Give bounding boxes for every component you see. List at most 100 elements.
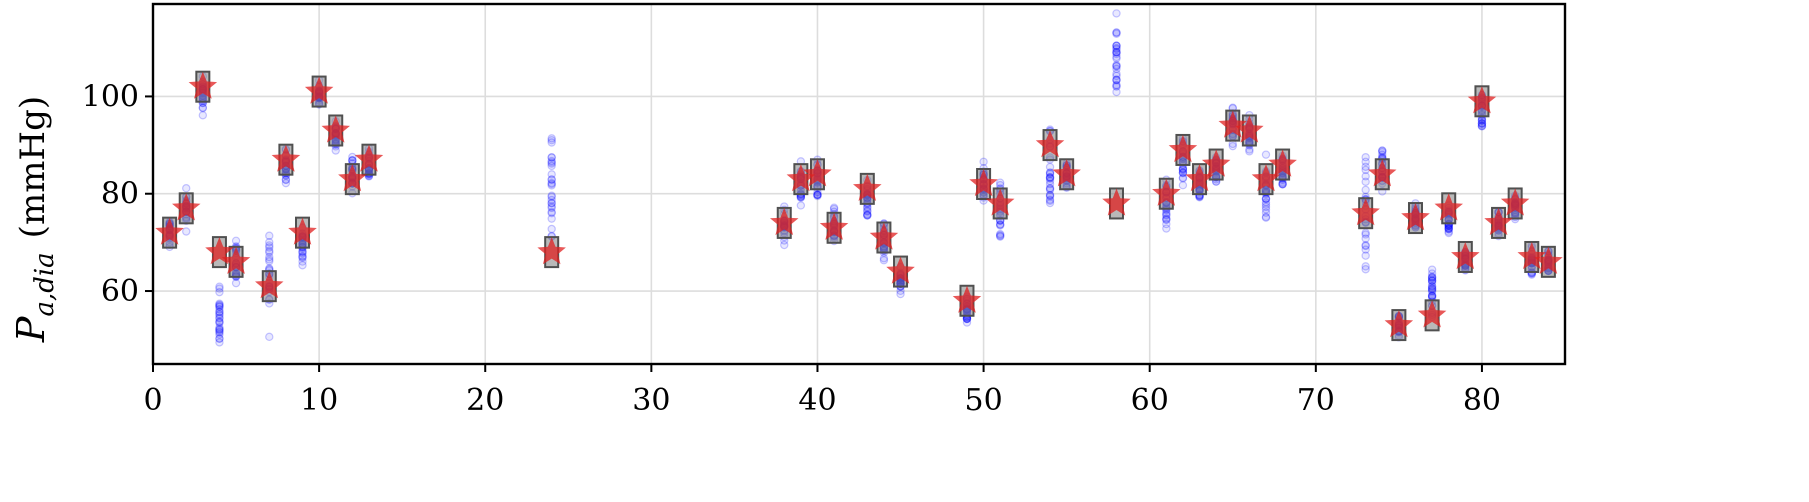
prediction-sample-dot <box>1427 284 1437 294</box>
prediction-sample-dot <box>215 282 224 291</box>
prediction-sample-dot <box>1361 245 1370 254</box>
prediction-sample-dot <box>1427 281 1437 291</box>
reference-star <box>1434 193 1463 221</box>
prediction-sample-dot <box>1112 28 1121 37</box>
prediction-sample-dot <box>265 252 274 262</box>
x-tick-label: 40 <box>798 383 836 418</box>
prediction-sample-dot <box>996 220 1005 229</box>
reference-star <box>985 188 1015 216</box>
prediction-sample-dot <box>547 134 556 143</box>
prediction-sample-dot <box>1361 177 1370 186</box>
prediction-sample-dot <box>298 257 307 266</box>
reference-star <box>1251 164 1281 192</box>
prediction-sample-dot <box>1361 234 1370 243</box>
prediction-sample-dot <box>1361 230 1370 239</box>
x-tick-label: 20 <box>466 383 504 418</box>
prediction-sample-dot <box>547 178 556 188</box>
prediction-sample-dot <box>996 229 1005 239</box>
prediction-sample-dot <box>547 192 556 202</box>
reference-star <box>205 237 234 265</box>
prediction-sample-dot <box>1045 196 1055 206</box>
reference-star <box>1102 188 1131 216</box>
prediction-sample-dot <box>863 210 872 220</box>
prediction-sample-dot <box>215 325 224 334</box>
prediction-sample-dot <box>1112 75 1121 84</box>
prediction-sample-dot <box>1477 122 1487 131</box>
prediction-sample-dot <box>1112 43 1121 53</box>
prediction-sample-dot <box>1112 41 1121 51</box>
prediction-sample-dot <box>182 227 191 236</box>
prediction-sample-dot <box>265 237 274 247</box>
reference-star <box>1168 134 1198 163</box>
prediction-sample-dot <box>547 170 556 179</box>
reference-star <box>338 164 367 192</box>
prediction-sample-dot <box>962 318 972 327</box>
prediction-sample-dot <box>1112 41 1121 50</box>
prediction-sample-dot <box>1427 276 1437 285</box>
prediction-sample-dot <box>298 261 307 270</box>
reference-star <box>155 217 184 245</box>
prediction-sample-dot <box>231 236 241 246</box>
prediction-sample-dot <box>215 300 224 309</box>
prediction-sample-dot <box>1361 157 1370 167</box>
x-tick-label: 60 <box>1131 383 1169 418</box>
reference-star <box>803 159 832 187</box>
prediction-sample-dot <box>1045 195 1055 204</box>
y-tick-label: 60 <box>101 274 139 309</box>
prediction-sample-dot <box>1045 192 1055 201</box>
tick-layer: 0 10 20 30 40 50 60 70 80 60 80 100 <box>82 79 1501 418</box>
y-axis-label-symbol: P <box>9 315 53 343</box>
reference-star <box>1517 242 1546 270</box>
prediction-sample-dot <box>215 314 224 323</box>
box-layer <box>162 70 1556 342</box>
prediction-sample-dot <box>281 175 291 184</box>
x-tick-label: 30 <box>632 383 670 418</box>
prediction-sample-dot <box>215 307 224 316</box>
prediction-sample-dot <box>1162 214 1171 223</box>
prediction-sample-dot <box>1361 262 1370 271</box>
reference-star <box>1351 198 1380 226</box>
prediction-sample-dot <box>1427 269 1437 278</box>
prediction-sample-dot <box>996 220 1005 229</box>
y-axis-label-subscript: a,dia <box>30 252 60 316</box>
prediction-sample-dot <box>1361 228 1370 237</box>
reference-star <box>869 222 899 250</box>
reference-star-layer <box>155 71 1563 338</box>
prediction-sample-dot <box>979 157 988 166</box>
prediction-sample-dot <box>863 207 872 216</box>
reference-star <box>1201 149 1231 177</box>
reference-star <box>537 237 566 265</box>
prediction-sample-dot <box>298 252 307 262</box>
prediction-sample-dot <box>1045 173 1055 182</box>
prediction-sample-dot <box>1045 168 1055 177</box>
prediction-sample-dot <box>1112 44 1121 54</box>
prediction-sample-dot <box>265 255 274 264</box>
x-tick-label: 0 <box>143 383 162 418</box>
prediction-sample-dot <box>1112 47 1121 57</box>
prediction-sample-dot <box>1112 76 1121 85</box>
prediction-sample-dot <box>1444 223 1453 233</box>
reference-star <box>853 173 882 201</box>
reference-star <box>172 193 201 221</box>
prediction-sample-dot <box>1261 213 1271 222</box>
prediction-sample-dot <box>331 146 340 155</box>
prediction-sample-dot <box>1045 162 1055 172</box>
x-tick-label: 50 <box>964 383 1002 418</box>
prediction-sample-dot <box>1045 190 1055 200</box>
prediction-sample-dot <box>265 332 274 342</box>
prediction-sample-dot <box>1361 251 1370 260</box>
y-axis-label: Pa,dia (mmHg) <box>9 96 60 343</box>
prediction-sample-dot <box>996 178 1005 187</box>
prediction-sample-dot <box>265 231 274 240</box>
reference-star <box>969 169 998 197</box>
prediction-sample-dot <box>1378 146 1387 155</box>
reference-star <box>770 207 799 236</box>
prediction-sample-dot <box>1427 291 1437 300</box>
prediction-sample-dot <box>1112 80 1121 90</box>
prediction-sample-dot <box>547 159 556 168</box>
prediction-sample-dot <box>1045 198 1055 208</box>
prediction-sample-dot <box>1178 168 1188 177</box>
reference-star <box>1417 300 1447 328</box>
prediction-sample-dot <box>780 240 789 250</box>
prediction-sample-dot <box>1045 184 1055 193</box>
